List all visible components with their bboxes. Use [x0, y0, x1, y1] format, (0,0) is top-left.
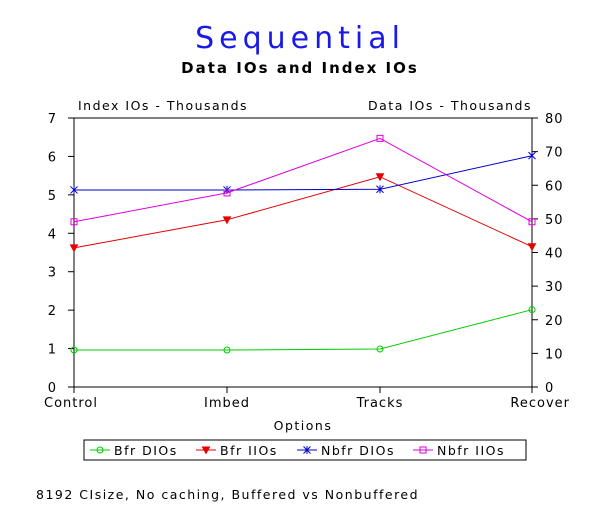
x-axis-title: Options — [274, 418, 333, 433]
right-tick-label: 60 — [545, 179, 564, 194]
left-tick-label: 1 — [48, 343, 57, 358]
x-tick-label: Imbed — [204, 396, 250, 411]
legend-marker-bfr-dios — [96, 446, 104, 454]
right-tick-label: 40 — [545, 247, 564, 262]
data-point-nbfr-dios — [70, 185, 78, 194]
right-tick-label: 30 — [545, 280, 564, 295]
data-point-nbfr-dios — [376, 185, 384, 194]
x-tick-label: Recover — [510, 396, 570, 411]
data-point-bfr-dios — [528, 306, 536, 314]
data-point-nbfr-dios — [528, 151, 536, 160]
legend-label: Nbfr IIOs — [437, 443, 505, 458]
series-line-bfr-iios — [73, 176, 533, 249]
left-tick-label: 6 — [48, 150, 57, 165]
right-axis-title: Data IOs - Thousands — [368, 98, 532, 113]
data-point-bfr-iios — [222, 216, 232, 225]
series-line-nbfr-iios — [73, 137, 533, 223]
x-tick-label: Tracks — [356, 396, 404, 411]
left-tick-label: 3 — [48, 266, 57, 281]
series-line-bfr-dios — [74, 309, 533, 351]
left-tick-label: 7 — [48, 112, 57, 127]
x-axis: Control Imbed Tracks Recover — [44, 387, 570, 411]
chart-title: Sequential — [195, 21, 405, 56]
plot-frame — [73, 117, 533, 388]
chart-subtitle: Data IOs and Index IOs — [181, 59, 419, 77]
right-tick-label: 50 — [545, 213, 564, 228]
series-line-nbfr-dios — [74, 155, 533, 191]
series-layer — [69, 134, 537, 354]
right-tick-label: 70 — [545, 146, 564, 161]
right-tick-label: 0 — [545, 381, 554, 396]
right-axis: 0 10 20 30 40 50 60 70 80 — [532, 112, 564, 396]
data-point-nbfr-iios — [528, 218, 536, 226]
data-point-nbfr-iios — [376, 134, 384, 142]
right-tick-label: 20 — [545, 314, 564, 329]
legend-marker-nbfr-iios — [419, 446, 427, 454]
left-axis: 0 1 2 3 4 5 6 7 — [48, 112, 74, 396]
legend-label: Bfr DIOs — [114, 443, 178, 458]
legend-marker-bfr-iios — [201, 446, 211, 455]
legend: Bfr DIOs Bfr IIOs Nbfr DIOs Nbfr IIOs — [90, 443, 505, 458]
data-point-bfr-iios — [69, 244, 79, 253]
right-tick-label: 10 — [545, 347, 564, 362]
left-tick-label: 4 — [48, 227, 57, 242]
data-point-bfr-iios — [375, 173, 385, 182]
right-tick-label: 80 — [545, 112, 564, 127]
left-axis-title: Index IOs - Thousands — [78, 98, 248, 113]
data-point-nbfr-iios — [70, 218, 78, 226]
left-tick-label: 2 — [48, 304, 57, 319]
legend-label: Nbfr DIOs — [321, 443, 395, 458]
left-tick-label: 0 — [48, 381, 57, 396]
data-point-nbfr-iios — [223, 189, 231, 197]
data-point-bfr-dios — [376, 345, 384, 353]
x-tick-label: Control — [44, 396, 98, 411]
legend-label: Bfr IIOs — [220, 443, 278, 458]
data-point-bfr-dios — [70, 346, 78, 354]
footnote: 8192 CIsize, No caching, Buffered vs Non… — [36, 487, 419, 502]
data-point-bfr-dios — [223, 346, 231, 354]
left-tick-label: 5 — [48, 189, 57, 204]
legend-marker-nbfr-dios — [303, 446, 311, 454]
data-point-bfr-iios — [527, 243, 537, 252]
